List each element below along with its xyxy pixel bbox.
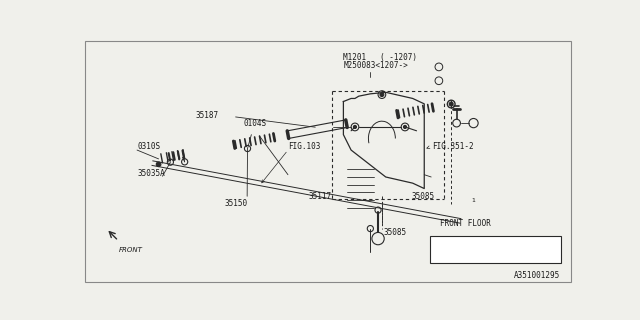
Circle shape [353, 125, 356, 129]
Text: M1201   ( -1207): M1201 ( -1207) [344, 53, 417, 62]
Circle shape [156, 162, 161, 167]
Circle shape [380, 93, 384, 97]
Text: M250083<1207->: M250083<1207-> [344, 61, 408, 70]
Text: 35117: 35117 [308, 192, 332, 201]
Text: FRONT: FRONT [118, 247, 143, 253]
Text: W410038: W410038 [451, 239, 480, 245]
Bar [431, 236, 561, 263]
Text: ✓: ✓ [436, 254, 441, 259]
Text: W410045: W410045 [451, 253, 480, 259]
Text: 1: 1 [437, 240, 440, 245]
Text: 35085: 35085 [411, 192, 435, 201]
Circle shape [449, 102, 453, 106]
Text: 35085: 35085 [383, 228, 406, 237]
Text: FRONT FLOOR: FRONT FLOOR [440, 219, 490, 228]
Text: ( -1209): ( -1209) [502, 239, 536, 246]
Text: 35187: 35187 [196, 111, 219, 120]
Text: 35035A: 35035A [137, 169, 164, 178]
Circle shape [403, 125, 406, 129]
Text: <1209->: <1209-> [502, 253, 532, 259]
Text: 0310S: 0310S [137, 142, 160, 151]
Text: 35150: 35150 [224, 199, 247, 208]
Text: A351001295: A351001295 [515, 271, 561, 280]
Text: FIG.351-2: FIG.351-2 [432, 142, 474, 151]
Text: 1: 1 [472, 197, 476, 203]
Text: 0104S: 0104S [243, 119, 266, 128]
Text: FIG.103: FIG.103 [288, 142, 321, 151]
